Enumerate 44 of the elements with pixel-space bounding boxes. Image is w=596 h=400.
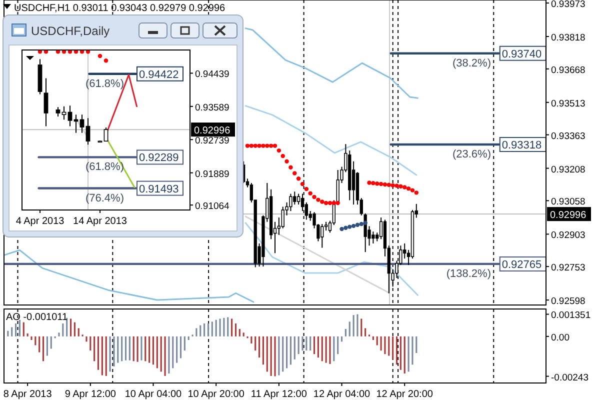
- y-tick-label: 0.92753: [551, 262, 586, 274]
- x-tick-label: 12 Apr 04:00: [313, 389, 371, 400]
- series-label: 0.92765: [502, 258, 542, 271]
- y-tick-label: 0.93513: [551, 98, 586, 110]
- y-tick-label: 0.001351: [551, 310, 591, 322]
- y-tick-label: 0.92903: [551, 230, 586, 242]
- ref-line-label: 0.92996: [194, 126, 231, 137]
- ref-line-label: 0.92996: [550, 210, 587, 222]
- y-tick-label: 0.00: [551, 332, 570, 344]
- y-tick-label: 0.93589: [195, 102, 230, 114]
- x-tick-label: 4 Apr 2013: [16, 216, 65, 227]
- annotation: (76.4%): [85, 192, 124, 204]
- y-tick-label: -0.00243: [551, 372, 589, 384]
- annotation: (23.6%): [452, 148, 492, 161]
- series-label: 0.91493: [139, 183, 179, 196]
- annotation: (138.2%): [446, 268, 492, 280]
- y-tick-label: 0.94439: [195, 69, 230, 80]
- x-tick-label: 10 Apr 20:00: [188, 389, 245, 400]
- x-tick-label: 8 Apr 2013: [3, 389, 52, 400]
- x-tick-label: 12 Apr 20:00: [376, 389, 434, 400]
- y-tick-label: 0.92598: [551, 296, 586, 308]
- chart-title: USDCHF,Daily: [31, 24, 110, 38]
- annotation: (61.8%): [85, 78, 124, 90]
- y-tick-label: 0.93363: [551, 130, 586, 142]
- y-tick-label: 0.91889: [195, 168, 230, 180]
- x-tick-label: 14 Apr 2013: [73, 216, 128, 227]
- x-tick-label: 9 Apr 12:00: [64, 389, 116, 400]
- series-label: 0.94422: [139, 68, 179, 81]
- annotation: (38.2%): [452, 57, 492, 70]
- y-tick-label: 0.93668: [551, 64, 586, 76]
- y-tick-label: 0.92739: [195, 136, 230, 147]
- series-label: 0.93318: [502, 140, 542, 152]
- y-tick-label: 0.93973: [551, 0, 586, 10]
- series-label: 0.93740: [502, 48, 542, 60]
- x-tick-label: 11 Apr 12:00: [250, 389, 308, 400]
- y-tick-label: 0.93818: [551, 32, 586, 44]
- y-tick-label: 0.91064: [195, 201, 230, 212]
- y-tick-label: 0.93058: [551, 196, 586, 208]
- series-label: 0.92289: [139, 152, 179, 164]
- annotation: (61.8%): [85, 161, 124, 174]
- y-tick-label: 0.93208: [551, 164, 586, 176]
- x-tick-label: 10 Apr 04:00: [124, 389, 182, 400]
- chart-title: AO -0.001011: [6, 312, 68, 323]
- chart-title: USDCHF,H1 0.93011 0.93043 0.92979 0.92996: [14, 3, 226, 14]
